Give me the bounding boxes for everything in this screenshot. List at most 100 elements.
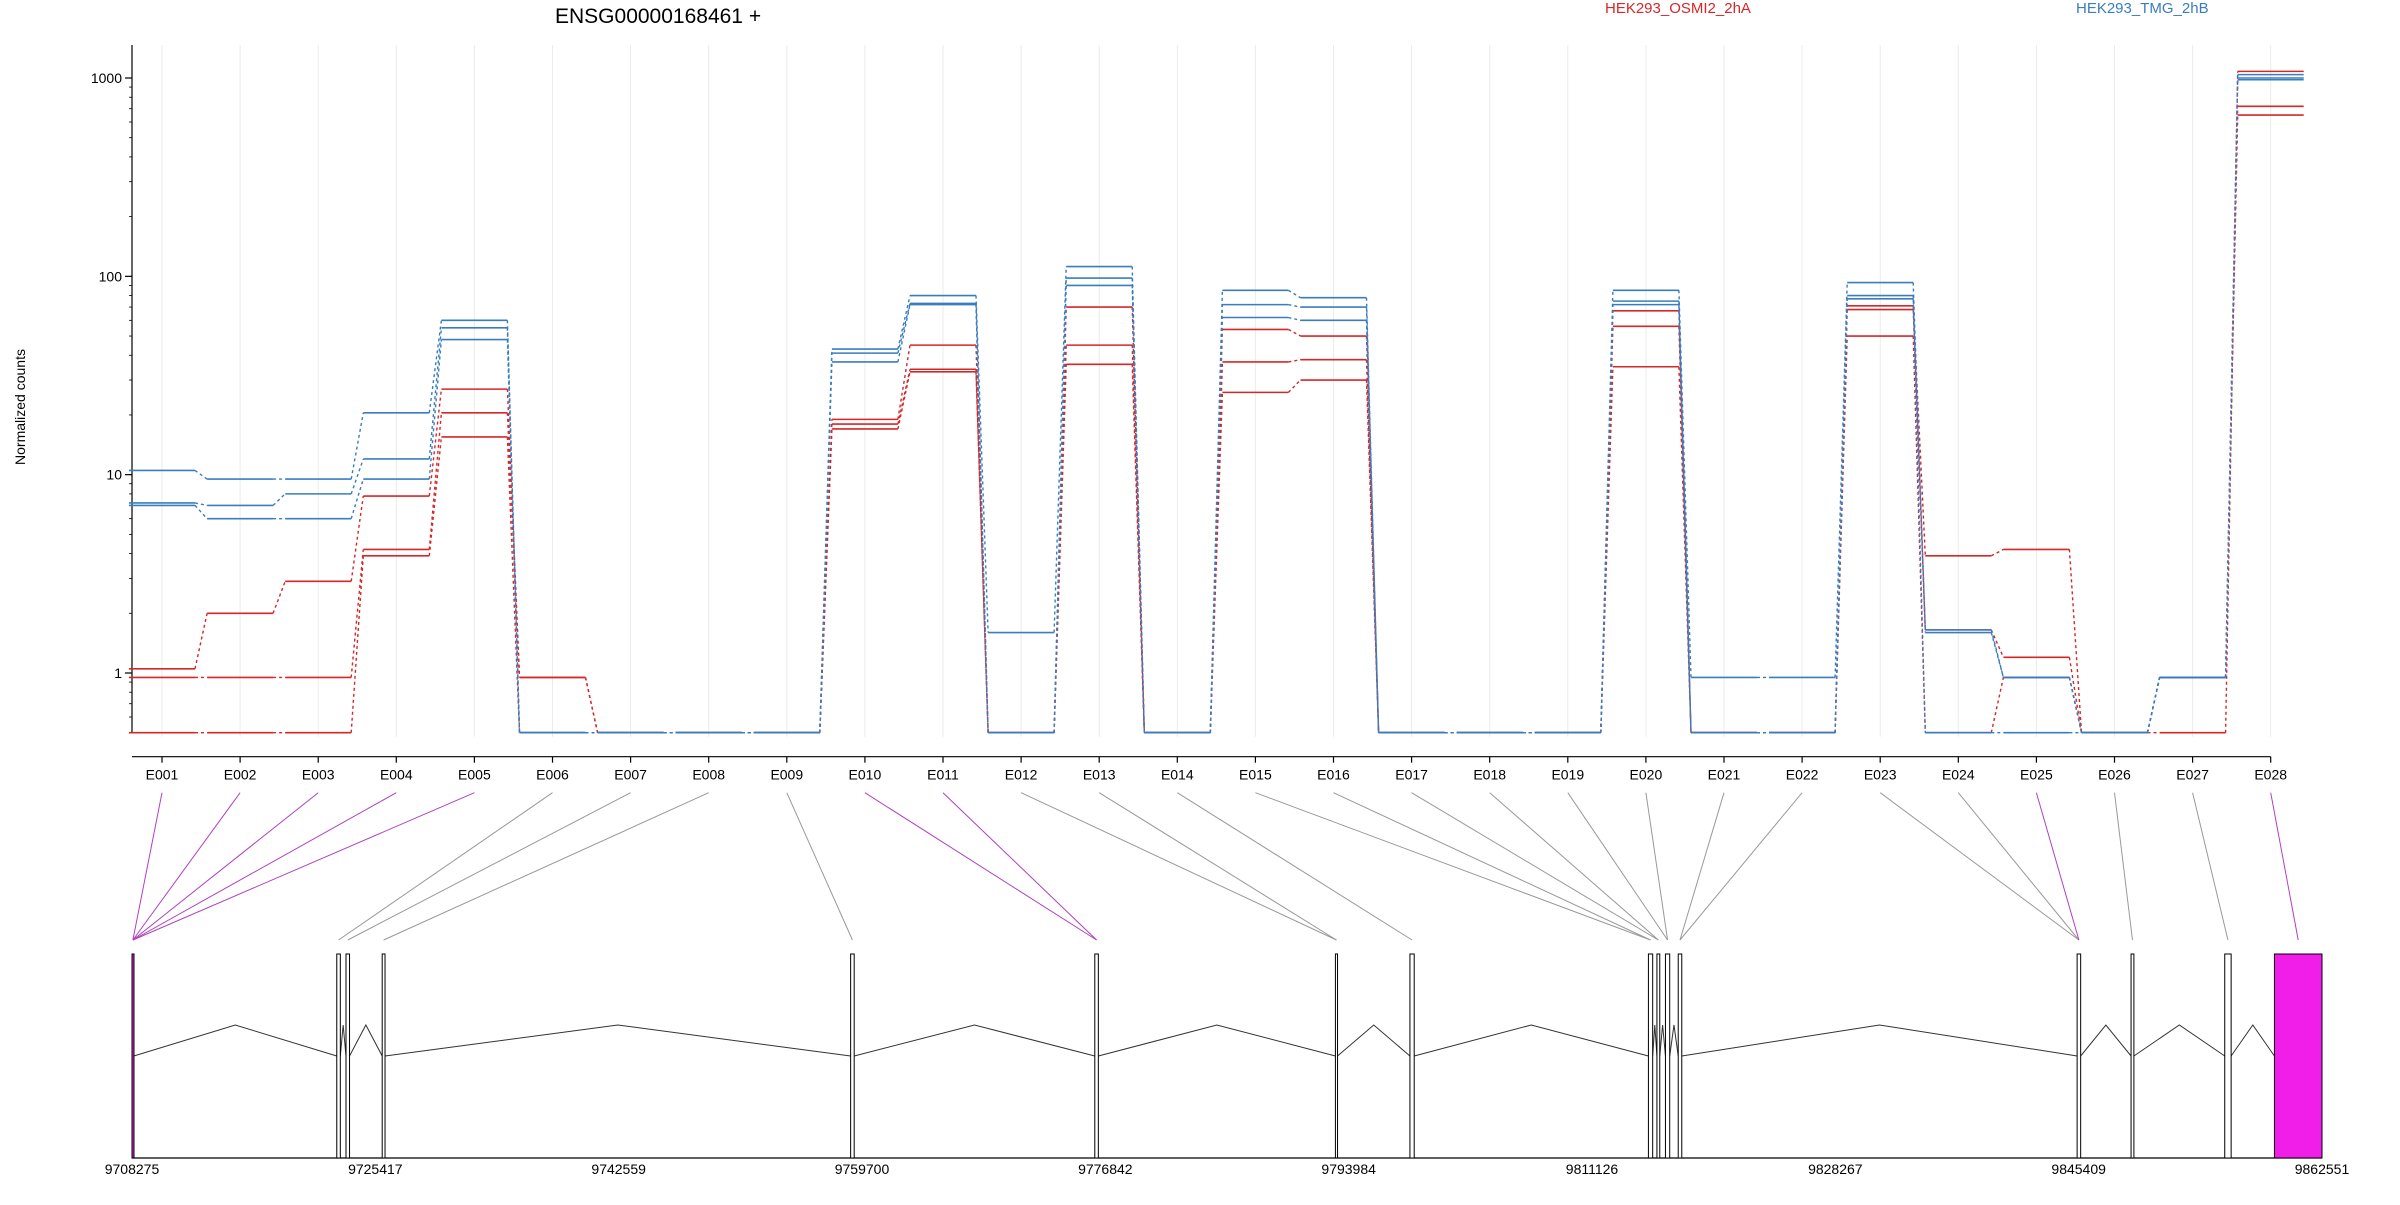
series-connector <box>272 493 286 506</box>
series-connector <box>2224 79 2239 678</box>
x-tick-label: E026 <box>2098 767 2131 783</box>
intron-line <box>349 1023 383 1057</box>
series-layer <box>129 70 2304 734</box>
series-connector <box>350 555 364 733</box>
exon-link <box>383 792 709 941</box>
series-connector <box>897 371 911 430</box>
exon-box <box>336 953 341 1159</box>
exon-link <box>1645 792 1669 941</box>
exon-link <box>1255 792 1651 941</box>
legend-entry-osmi2: HEK293_OSMI2_2hA <box>1605 0 1751 17</box>
series-connector <box>194 502 208 507</box>
x-tick-label: E014 <box>1161 767 1194 783</box>
axes-layer: 1 10 100 1000 E001 E002 E003 E004 E005 E006 E007 E0… <box>91 45 2287 783</box>
series-connector <box>897 295 911 350</box>
exon-link <box>786 792 853 941</box>
x-tick-label: E009 <box>770 767 803 783</box>
exon-link <box>1679 792 1803 941</box>
series-connector <box>1365 359 1380 733</box>
exon-box <box>381 953 386 1159</box>
exon-link <box>1177 792 1413 941</box>
series-connector <box>975 369 989 733</box>
series-connector <box>897 345 911 420</box>
series-3 <box>129 73 2304 734</box>
exon-box <box>345 953 351 1159</box>
x-tick-label: E020 <box>1630 767 1663 783</box>
exon-box <box>1656 953 1661 1159</box>
series-connector <box>1678 290 1692 678</box>
series-connector <box>897 304 911 363</box>
x-tick-label: E025 <box>2020 767 2053 783</box>
series-connector <box>1287 379 1301 393</box>
series-connector <box>1053 266 1067 633</box>
series-2 <box>129 114 2304 734</box>
exon-link <box>132 792 241 941</box>
series-connector <box>1678 366 1692 733</box>
genomic-tick-label: 9708275 <box>105 1161 160 1177</box>
series-connector <box>1990 632 2005 678</box>
series-0 <box>129 70 2304 734</box>
series-connector <box>975 304 989 733</box>
y-tick-label: 1000 <box>91 70 122 86</box>
x-tick-label: E018 <box>1473 767 1506 783</box>
exon-box <box>850 953 855 1159</box>
series-connector <box>2146 677 2161 733</box>
exon-box <box>131 953 135 1159</box>
series-connector <box>584 677 599 733</box>
x-tick-label: E016 <box>1317 767 1350 783</box>
y-tick-label: 1 <box>114 665 122 681</box>
intron-line <box>2080 1024 2132 1057</box>
legend-entry-tmg: HEK293_TMG_2hB <box>2076 0 2209 17</box>
exon-box <box>1664 953 1671 1159</box>
series-connector <box>1990 548 2004 557</box>
series-connector <box>1600 304 1614 733</box>
exon-link <box>2270 792 2299 941</box>
exon-link <box>1333 792 1651 941</box>
exon-box <box>2224 953 2232 1159</box>
series-connector <box>350 495 364 582</box>
series-connector <box>897 303 911 354</box>
series-connector <box>1288 328 1301 337</box>
series-connector <box>194 504 208 520</box>
series-connector <box>819 424 833 733</box>
intron-line <box>133 1024 337 1057</box>
series-4 <box>129 77 2304 734</box>
genomic-tick-label: 9845409 <box>2051 1161 2106 1177</box>
intron-line <box>339 1024 347 1057</box>
intron-line <box>384 1024 851 1057</box>
x-tick-label: E011 <box>927 767 959 783</box>
intron-line <box>1659 1024 1666 1057</box>
gene-model-layer: 9708275 9725417 9742559 9759700 9776842 97939… <box>105 953 2349 1177</box>
series-connector <box>428 412 443 550</box>
exon-link <box>338 792 553 941</box>
series-connector <box>1288 289 1301 299</box>
series-5 <box>129 78 2304 734</box>
series-connector <box>272 581 286 614</box>
x-tick-label: E004 <box>380 767 413 783</box>
x-tick-label: E001 <box>146 767 179 783</box>
intron-line <box>1337 1024 1411 1057</box>
x-tick-label: E023 <box>1864 767 1897 783</box>
exon-link <box>2035 792 2080 941</box>
x-tick-label: E013 <box>1083 767 1116 783</box>
genomic-tick-label: 9828267 <box>1808 1161 1863 1177</box>
series-connector <box>350 478 364 519</box>
series-connector <box>897 369 911 425</box>
series-connector <box>1834 298 1848 733</box>
exon-link <box>1489 792 1659 941</box>
series-connector <box>1053 285 1067 733</box>
series-connector <box>428 327 443 460</box>
exon-link <box>1679 792 1725 941</box>
exon-link <box>132 792 475 941</box>
intron-line <box>1652 1024 1658 1057</box>
series-connector <box>819 361 833 733</box>
exon-box <box>2076 953 2082 1159</box>
series-1 <box>129 105 2304 734</box>
x-tick-label: E003 <box>302 767 335 783</box>
x-tick-label: E024 <box>1942 767 1975 783</box>
series-connector <box>2068 549 2083 733</box>
x-tick-label: E028 <box>2254 767 2287 783</box>
x-tick-label: E015 <box>1239 767 1272 783</box>
exon-box <box>2273 953 2323 1159</box>
